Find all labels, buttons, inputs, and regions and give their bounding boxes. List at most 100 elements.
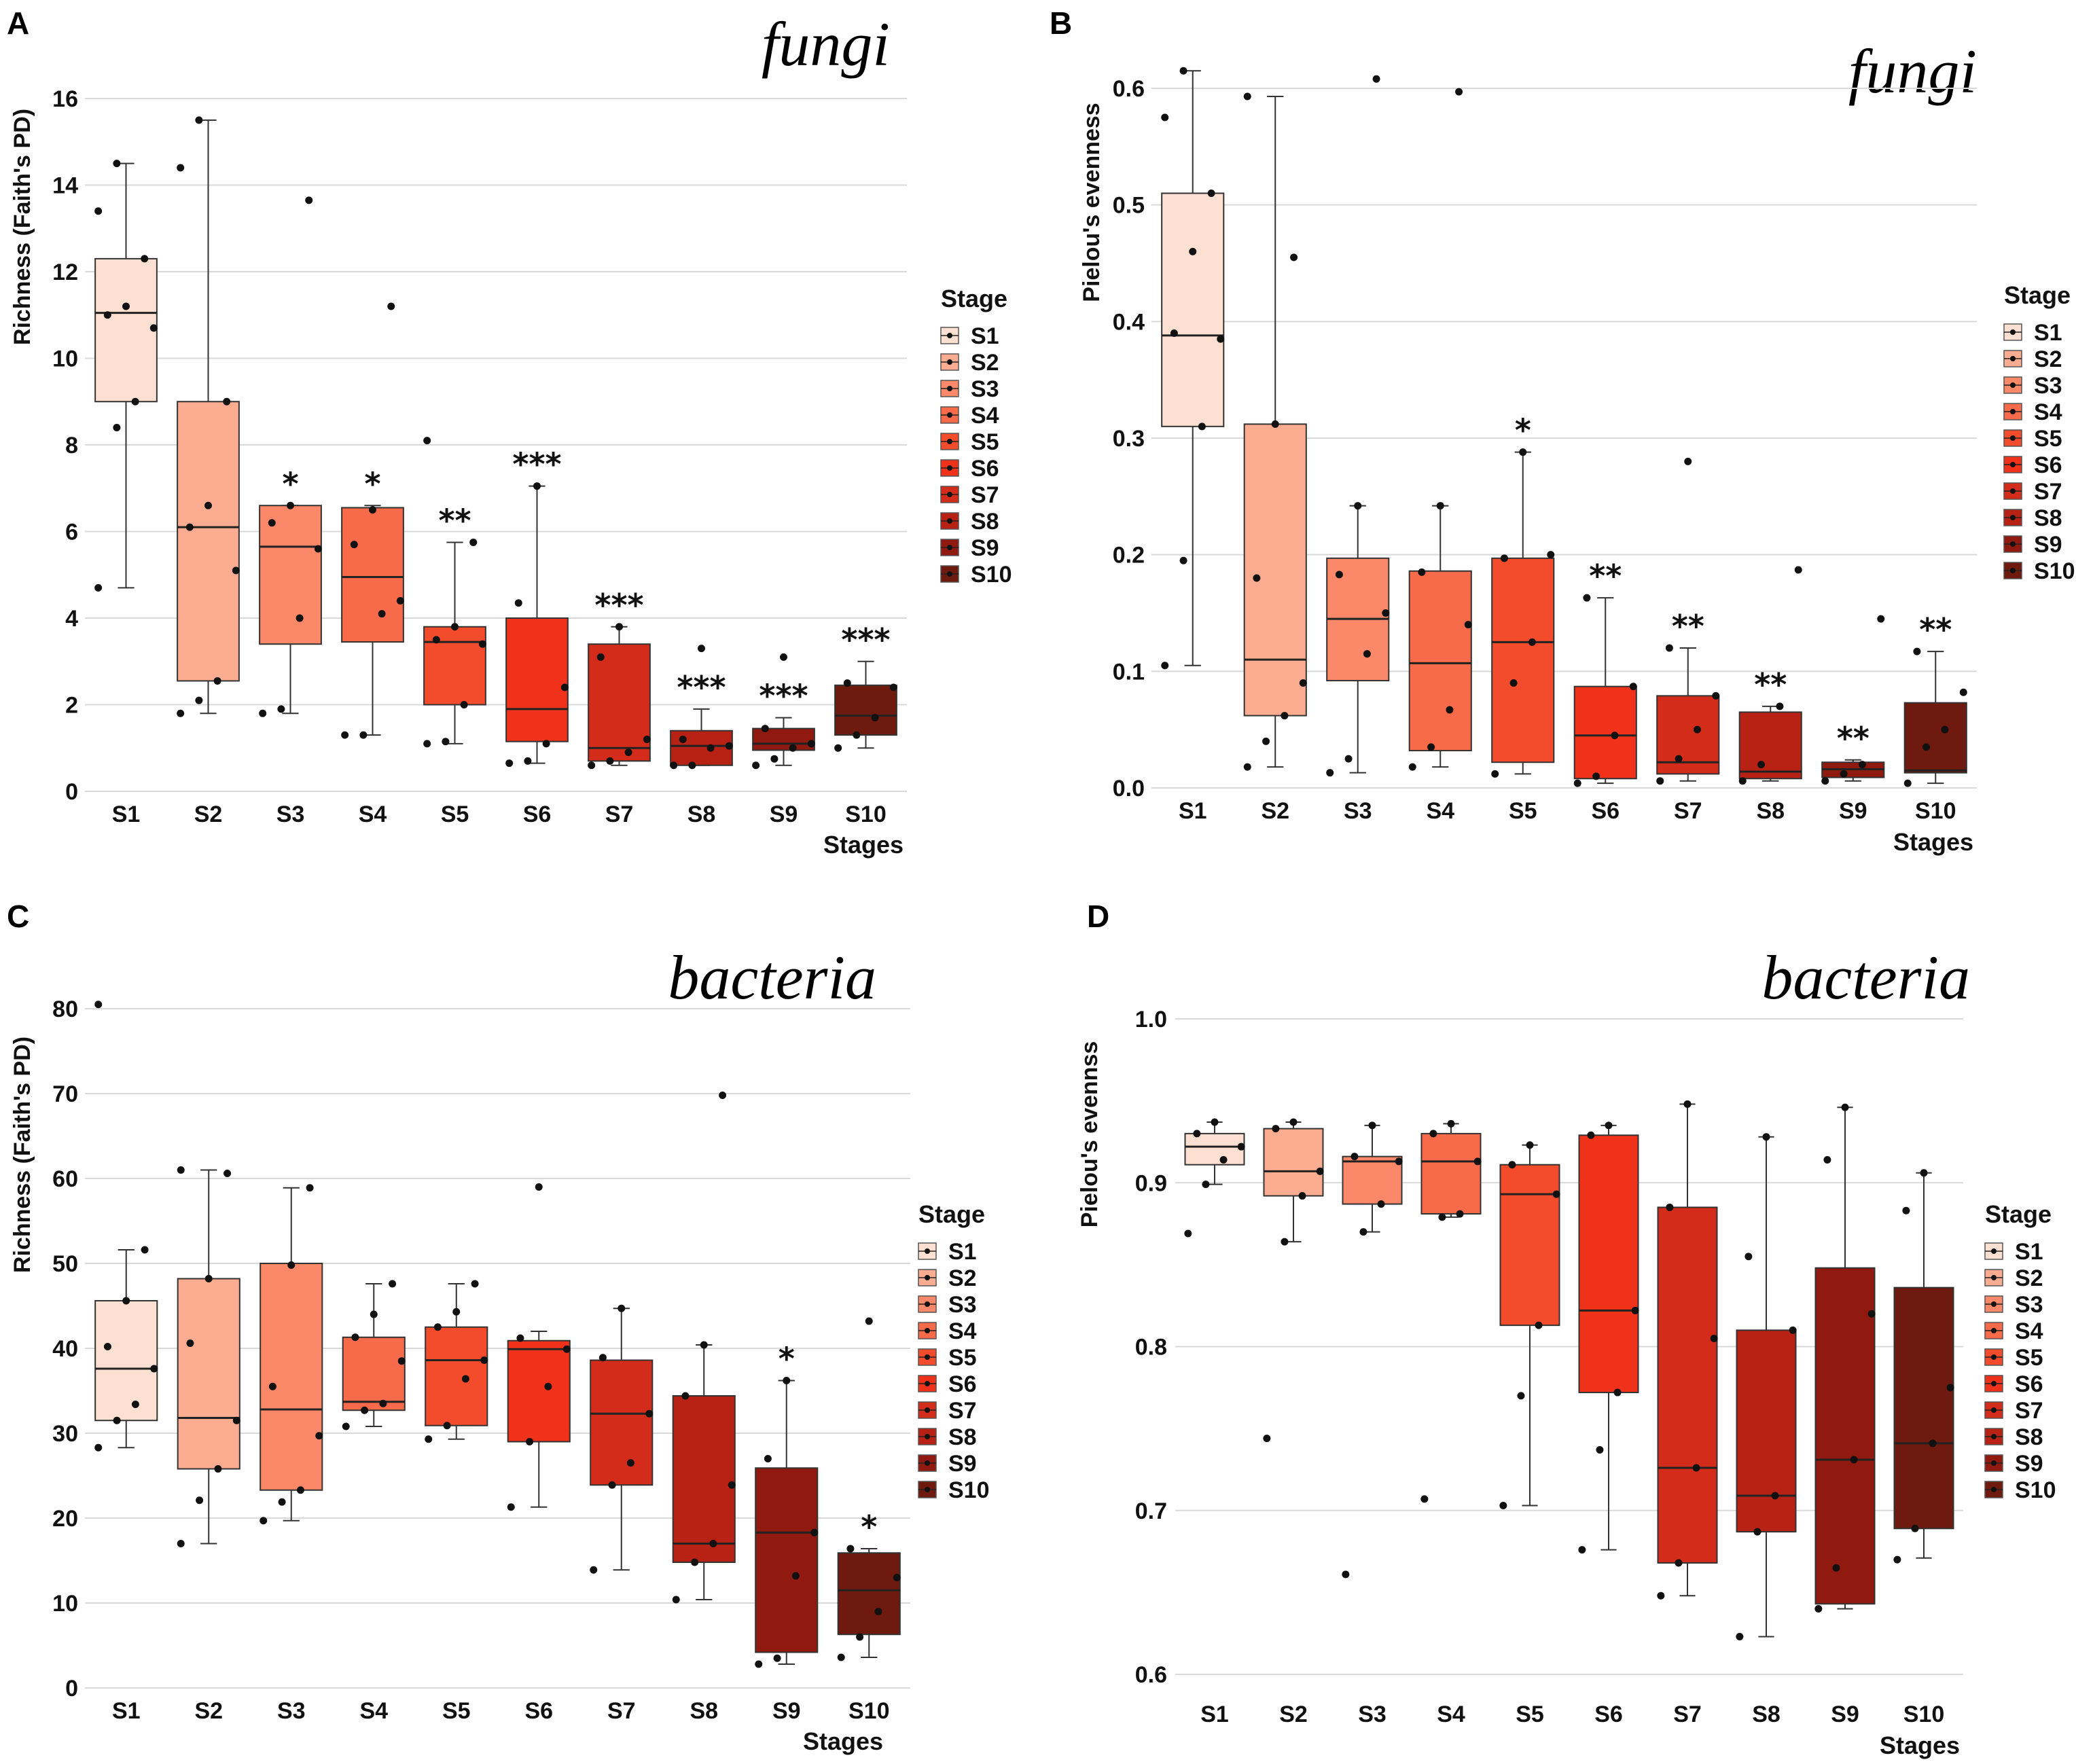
data-point — [150, 1365, 158, 1373]
legend-item-label: S3 — [948, 1292, 977, 1318]
data-point — [1877, 615, 1885, 623]
data-point — [259, 709, 267, 717]
legend-swatch-point — [2010, 568, 2016, 573]
data-point — [1656, 777, 1664, 785]
data-point — [359, 731, 368, 739]
legend-swatch-point — [1991, 1328, 1997, 1333]
x-tick-label: S10 — [1903, 1702, 1945, 1727]
data-point — [719, 1092, 727, 1099]
x-tick-label: S4 — [359, 802, 387, 827]
data-point — [306, 1184, 314, 1192]
data-point — [626, 1459, 634, 1467]
data-point — [507, 1503, 515, 1511]
data-point — [1491, 770, 1499, 778]
legend-item-label: S2 — [948, 1265, 977, 1291]
data-point — [149, 324, 158, 332]
box-S10 — [1903, 702, 1967, 774]
data-point — [533, 482, 541, 490]
data-point — [361, 1406, 369, 1414]
data-point — [370, 1310, 378, 1318]
data-point — [688, 761, 696, 770]
legend-item-label: S1 — [2015, 1239, 2043, 1265]
data-point — [1354, 502, 1362, 510]
data-point — [1712, 691, 1720, 700]
legend-swatch-point — [947, 412, 952, 418]
data-point — [1683, 1100, 1692, 1108]
data-point — [1170, 329, 1178, 337]
data-point — [1657, 1591, 1665, 1600]
y-tick-label: 0.3 — [1113, 426, 1145, 452]
legend-item-label: S9 — [2034, 532, 2062, 558]
data-point — [350, 541, 358, 549]
legend-swatch-point — [947, 333, 952, 338]
data-point — [846, 1545, 855, 1553]
data-point — [287, 501, 294, 509]
data-point — [1429, 1130, 1437, 1138]
data-point — [524, 757, 532, 765]
panel-letter: A — [7, 5, 29, 41]
legend-swatch-point — [2010, 435, 2016, 441]
y-axis-title: Pielou's evennss — [1077, 1041, 1103, 1228]
legend-item-label: S1 — [948, 1239, 977, 1265]
data-point — [865, 1317, 873, 1325]
data-point — [1611, 732, 1619, 740]
data-point — [1762, 1133, 1770, 1141]
legend-swatch-point — [947, 571, 952, 577]
data-point — [113, 1416, 121, 1424]
data-point — [1903, 779, 1912, 787]
data-point — [425, 1435, 433, 1443]
significance-marker: *** — [759, 678, 808, 715]
y-tick-label: 0.1 — [1113, 659, 1145, 685]
box-S7 — [1657, 1206, 1718, 1564]
taxon-label: bacteria — [1761, 943, 1970, 1012]
data-point — [232, 1416, 240, 1424]
data-point — [1179, 67, 1187, 75]
x-tick-label: S3 — [276, 802, 305, 827]
legend-item-label: S2 — [971, 350, 999, 376]
legend-swatch-point — [947, 359, 952, 365]
data-point — [1920, 1169, 1928, 1177]
data-point — [103, 311, 111, 319]
data-point — [1693, 725, 1701, 734]
significance-marker: ** — [1919, 611, 1952, 648]
data-point — [1316, 1167, 1324, 1175]
legend-swatch-point — [1991, 1301, 1997, 1307]
y-axis-title: Pielou's evenness — [1079, 103, 1105, 302]
significance-marker: *** — [594, 587, 643, 624]
data-point — [1814, 1605, 1823, 1613]
data-point — [186, 1339, 194, 1347]
box-S3 — [260, 1263, 323, 1491]
data-point — [590, 1566, 598, 1574]
data-point — [122, 302, 130, 310]
data-point — [514, 599, 522, 607]
legend-item-label: S5 — [971, 429, 999, 455]
data-point — [1161, 662, 1169, 670]
y-tick-label: 0 — [65, 1676, 78, 1702]
data-point — [1509, 679, 1518, 687]
data-point — [1281, 1238, 1289, 1246]
box-S1 — [1184, 1132, 1245, 1166]
significance-marker: ** — [1754, 666, 1787, 703]
data-point — [315, 1432, 323, 1440]
box-S8 — [670, 730, 733, 766]
data-point — [1823, 1155, 1831, 1164]
data-point — [1456, 1210, 1464, 1218]
data-point — [624, 749, 632, 757]
panel-letter: D — [1087, 899, 1109, 934]
data-point — [526, 1438, 534, 1445]
legend-item-label: S7 — [971, 482, 999, 508]
data-point — [1499, 1502, 1507, 1510]
x-tick-label: S6 — [524, 1698, 553, 1724]
box-S9 — [1814, 1267, 1876, 1605]
legend-swatch-point — [925, 1275, 930, 1280]
data-point — [810, 1528, 819, 1536]
data-point — [480, 1356, 488, 1364]
data-point — [1776, 702, 1784, 710]
box-S6 — [507, 1339, 571, 1443]
data-point — [1821, 777, 1829, 785]
data-point — [277, 705, 285, 713]
data-point — [615, 623, 623, 631]
data-point — [1757, 761, 1766, 769]
data-point — [1666, 1203, 1674, 1211]
data-point — [177, 1166, 185, 1174]
